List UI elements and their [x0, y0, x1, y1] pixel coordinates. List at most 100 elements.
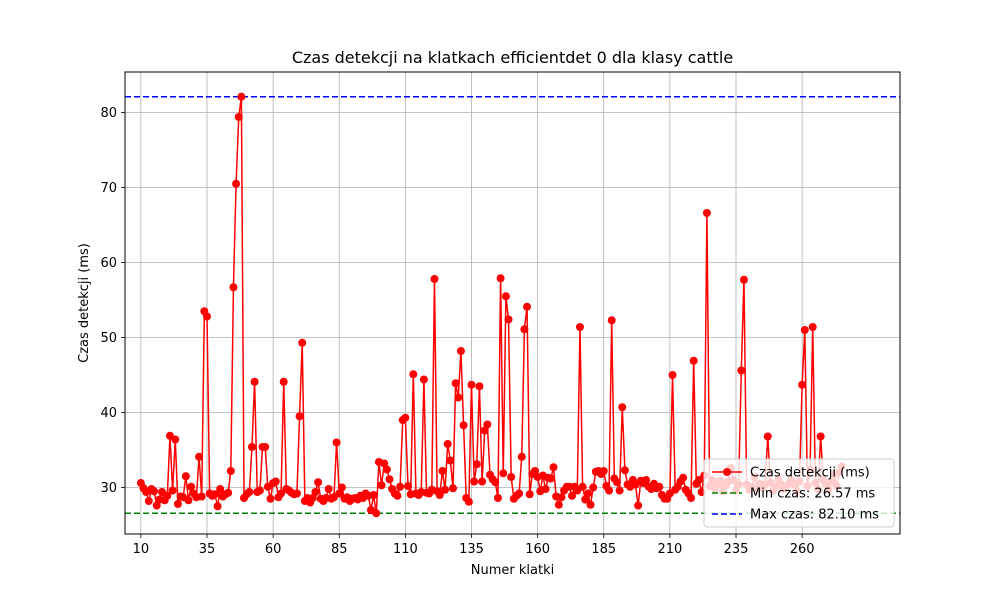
data-point — [694, 476, 703, 484]
data-point — [187, 482, 196, 491]
data-point — [583, 489, 592, 498]
reference-lines — [125, 96, 900, 514]
x-axis-label: Numer klatki — [471, 563, 554, 578]
data-point — [234, 113, 243, 121]
data-point — [478, 477, 487, 486]
data-point — [332, 438, 341, 447]
y-tick-label: 40 — [100, 406, 117, 421]
data-point — [599, 467, 608, 475]
data-point — [607, 316, 616, 325]
data-point — [689, 356, 698, 365]
data-point — [798, 380, 807, 389]
x-tick-label: 35 — [199, 542, 216, 557]
x-tick-label: 60 — [265, 542, 282, 557]
data-point — [557, 493, 566, 502]
data-point — [372, 509, 381, 518]
legend-entry-detection-time: Czas detekcji (ms) — [750, 466, 870, 481]
data-point — [586, 500, 595, 509]
data-point — [612, 478, 621, 487]
data-point — [499, 469, 508, 478]
data-point — [517, 452, 526, 461]
data-point — [419, 375, 428, 384]
x-tick-label: 110 — [393, 542, 418, 557]
data-point — [448, 484, 457, 493]
data-point — [255, 486, 264, 495]
data-point — [298, 338, 307, 347]
data-point — [687, 494, 696, 502]
data-point — [232, 179, 241, 188]
data-point — [679, 473, 688, 482]
data-point — [250, 377, 259, 386]
y-tick-label: 60 — [100, 256, 117, 271]
data-point — [150, 487, 159, 496]
data-point — [523, 302, 532, 311]
x-tick-label: 235 — [724, 542, 749, 557]
data-point — [184, 496, 193, 505]
data-point — [195, 452, 204, 461]
data-point — [152, 501, 161, 510]
data-point — [380, 459, 389, 468]
x-tick-label: 10 — [133, 542, 150, 557]
data-point — [541, 485, 550, 493]
data-point — [224, 488, 233, 497]
x-tick-label: 185 — [591, 542, 616, 557]
y-axis-ticks: 30 40 50 60 70 80 — [100, 106, 125, 496]
x-tick-label: 160 — [525, 542, 550, 557]
x-tick-label: 260 — [790, 542, 815, 557]
data-point — [642, 476, 651, 484]
y-tick-label: 50 — [100, 331, 117, 346]
data-point — [393, 491, 402, 500]
data-point — [472, 460, 481, 469]
data-point — [507, 473, 516, 481]
series-line — [140, 96, 843, 514]
data-point — [480, 426, 489, 435]
data-point — [279, 377, 288, 386]
data-point — [144, 497, 153, 505]
x-tick-label: 85 — [331, 542, 348, 557]
data-point — [546, 474, 555, 483]
data-point — [226, 467, 235, 475]
data-point — [171, 435, 180, 444]
x-axis-ticks: 10 35 60 85 110 135 160 185 210 235 260 — [133, 534, 815, 557]
data-point — [396, 482, 405, 491]
y-tick-label: 70 — [100, 181, 117, 196]
data-point — [181, 472, 190, 481]
data-point — [554, 500, 563, 509]
data-point — [525, 490, 534, 499]
data-point — [634, 501, 643, 510]
data-point — [549, 463, 558, 472]
data-point — [295, 412, 304, 421]
data-point — [446, 456, 455, 465]
x-tick-label: 210 — [657, 542, 682, 557]
chart-title: Czas detekcji na klatkach efficientdet 0… — [292, 48, 733, 67]
y-axis-label: Czas detekcji (ms) — [77, 243, 92, 363]
data-point — [456, 347, 465, 355]
data-point — [808, 323, 817, 331]
data-point — [409, 370, 418, 379]
data-point — [337, 483, 346, 492]
data-point — [203, 312, 211, 321]
grid — [125, 72, 900, 534]
data-point — [581, 495, 590, 504]
data-point — [216, 485, 225, 493]
data-point — [245, 488, 254, 496]
data-point — [229, 283, 238, 292]
data-point — [385, 475, 394, 484]
data-point — [173, 500, 182, 508]
x-tick-label: 135 — [459, 542, 484, 557]
data-point — [261, 443, 270, 451]
data-point — [308, 494, 317, 502]
series-layer — [136, 92, 846, 518]
data-point — [247, 443, 256, 451]
data-point — [578, 482, 587, 491]
data-point — [210, 490, 219, 499]
data-point — [382, 465, 391, 474]
legend-entry-max-time: Max czas: 82.10 ms — [750, 508, 879, 523]
data-point — [454, 393, 463, 402]
data-point — [467, 380, 476, 389]
data-point — [496, 274, 505, 283]
data-point — [266, 494, 275, 503]
data-point — [314, 478, 323, 487]
data-point — [655, 482, 664, 491]
